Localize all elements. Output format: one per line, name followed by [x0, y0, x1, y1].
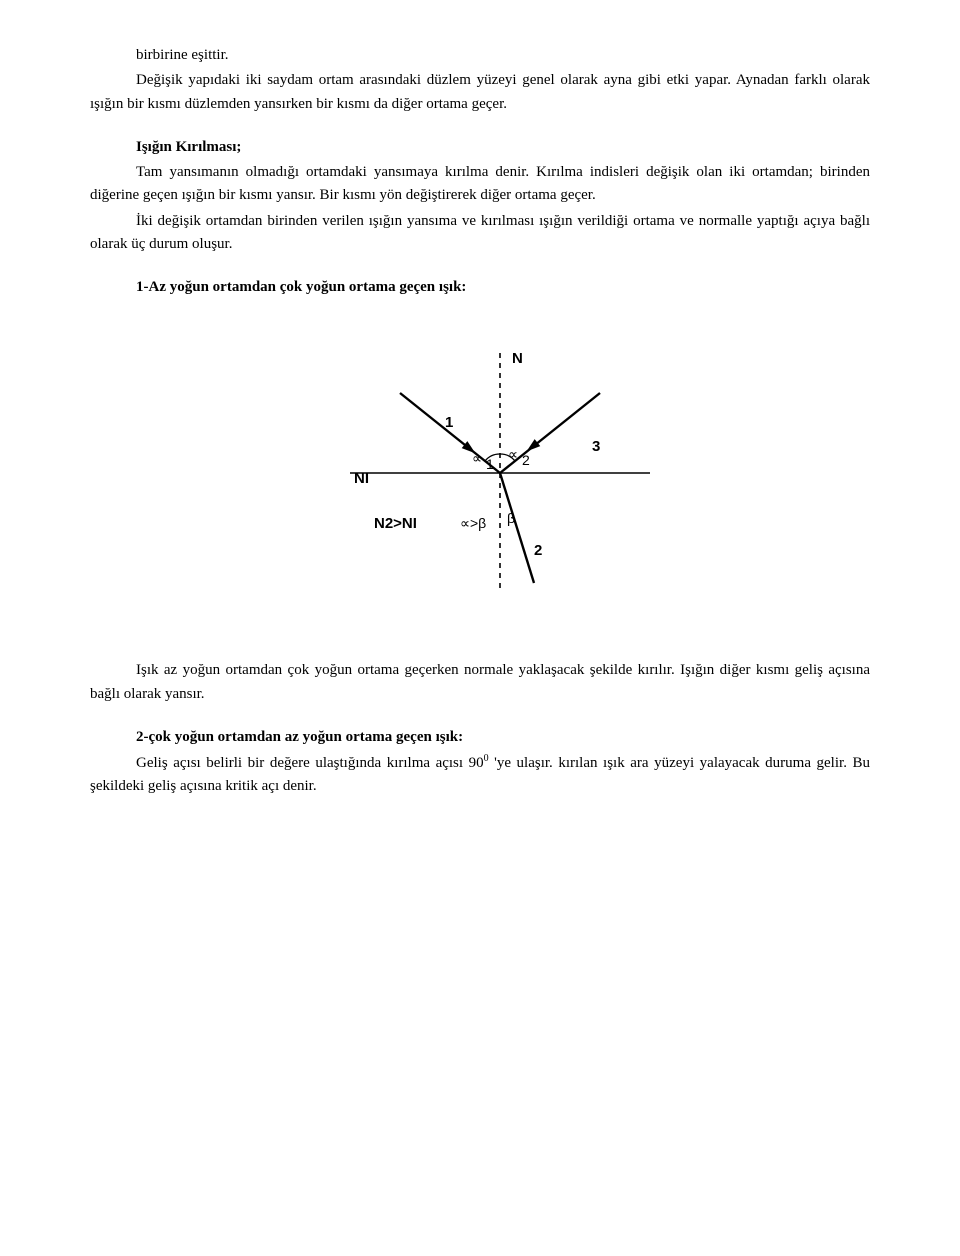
- paragraph-6: Geliş açısı belirli bir değere ulaştığın…: [90, 751, 870, 799]
- label-1: 1: [445, 414, 453, 431]
- label-alpha-beta: ∝>β: [460, 515, 486, 531]
- heading-case-1: 1-Az yoğun ortamdan çok yoğun ortama geç…: [90, 276, 870, 299]
- label-NI: NI: [354, 470, 369, 487]
- label-alpha1: ∝: [472, 450, 482, 466]
- label-N: N: [512, 350, 523, 367]
- paragraph-5: Işık az yoğun ortamdan çok yoğun ortama …: [90, 659, 870, 706]
- label-3: 3: [592, 438, 600, 455]
- paragraph-3: Tam yansımanın olmadığı ortamdaki yansım…: [90, 161, 870, 208]
- paragraph-1: birbirine eşittir.: [90, 44, 870, 67]
- paragraph-2: Değişik yapıdaki iki saydam ortam arasın…: [90, 69, 870, 116]
- label-alpha2-sub: 2: [522, 452, 530, 468]
- p6-text-a: Geliş açısı belirli bir değere ulaştığın…: [136, 755, 484, 771]
- label-N2NI: N2>NI: [374, 515, 417, 532]
- label-2: 2: [534, 542, 542, 559]
- refracted-ray: [500, 473, 534, 583]
- heading-refraction: Işığın Kırılması;: [90, 136, 870, 159]
- label-alpha2: ∝: [508, 446, 518, 462]
- label-alpha1-sub: 1: [486, 456, 494, 472]
- refraction-diagram: N 1 3 2 NI N2>NI ∝ 1 ∝ 2 ∝>β β: [90, 333, 870, 613]
- label-beta: β: [507, 510, 515, 526]
- heading-case-2: 2-çok yoğun ortamdan az yoğun ortama geç…: [90, 726, 870, 749]
- paragraph-4: İki değişik ortamdan birinden verilen ış…: [90, 210, 870, 257]
